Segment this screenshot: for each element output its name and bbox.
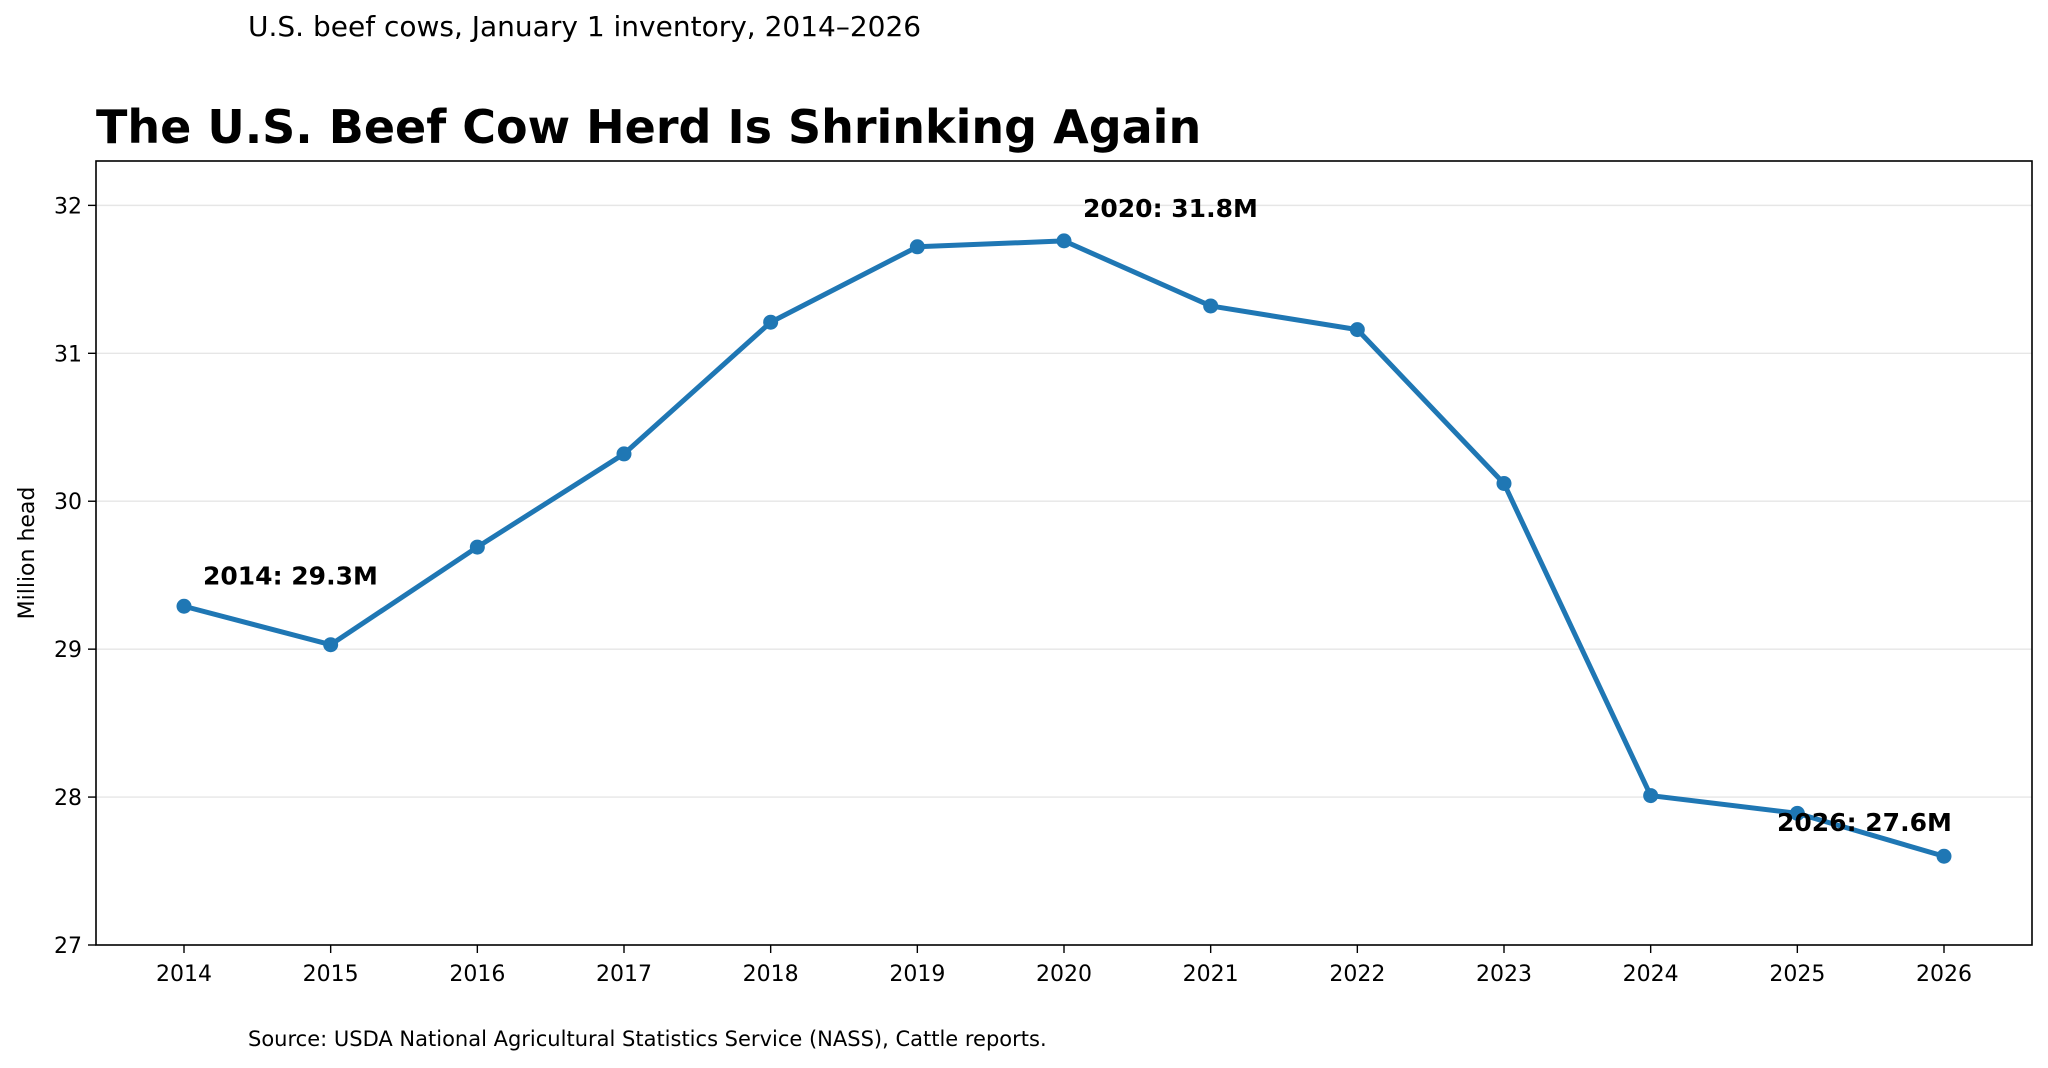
data-annotation: 2026: 27.6M xyxy=(1777,808,1952,837)
y-tick-label: 30 xyxy=(54,490,82,515)
chart-subtitle: U.S. beef cows, January 1 inventory, 201… xyxy=(248,10,922,43)
gridlines xyxy=(96,204,2032,798)
x-tick-label: 2020 xyxy=(1036,962,1092,987)
data-point xyxy=(323,637,339,653)
annotations: 2014: 29.3M 2020: 31.8M 2026: 27.6M xyxy=(203,194,1952,837)
x-tick-label: 2019 xyxy=(889,962,945,987)
data-point xyxy=(909,239,925,255)
data-point xyxy=(1936,848,1952,864)
data-point xyxy=(1496,475,1512,491)
data-annotation: 2014: 29.3M xyxy=(203,561,378,590)
plot-frame xyxy=(95,160,2033,946)
x-axis: 2014 2015 2016 2017 2018 2019 2020 2021 2022 2023… xyxy=(156,945,1972,987)
x-tick-label: 2023 xyxy=(1476,962,1532,987)
y-tick-label: 31 xyxy=(54,342,82,367)
x-tick-label: 2017 xyxy=(596,962,652,987)
data-point xyxy=(1203,298,1219,314)
x-tick-label: 2018 xyxy=(743,962,799,987)
x-tick-label: 2015 xyxy=(303,962,359,987)
y-tick-label: 28 xyxy=(54,786,82,811)
x-tick-label: 2026 xyxy=(1916,962,1972,987)
x-tick-label: 2022 xyxy=(1329,962,1385,987)
data-point xyxy=(763,314,779,330)
data-point xyxy=(1643,788,1659,804)
x-tick-label: 2025 xyxy=(1769,962,1825,987)
data-point xyxy=(1056,233,1072,249)
data-annotation: 2020: 31.8M xyxy=(1083,194,1258,223)
x-tick-label: 2021 xyxy=(1183,962,1239,987)
data-point xyxy=(1789,805,1805,821)
y-tick-label: 32 xyxy=(54,194,82,219)
y-axis-label: Million head xyxy=(15,487,40,620)
series-beef-cows xyxy=(176,233,1952,864)
data-point xyxy=(469,539,485,555)
y-tick-label: 27 xyxy=(54,934,82,959)
series-line xyxy=(181,238,1947,859)
y-tick-label: 29 xyxy=(54,638,82,663)
data-point xyxy=(1349,322,1365,338)
data-point xyxy=(616,446,632,462)
x-tick-label: 2024 xyxy=(1623,962,1679,987)
x-tick-label: 2014 xyxy=(156,962,212,987)
data-point xyxy=(176,598,192,614)
chart-source: Source: USDA National Agricultural Stati… xyxy=(248,1027,1047,1051)
chart-title: The U.S. Beef Cow Herd Is Shrinking Agai… xyxy=(96,100,1202,154)
x-tick-label: 2016 xyxy=(449,962,505,987)
y-axis: 27 28 29 30 31 32 xyxy=(54,194,96,959)
